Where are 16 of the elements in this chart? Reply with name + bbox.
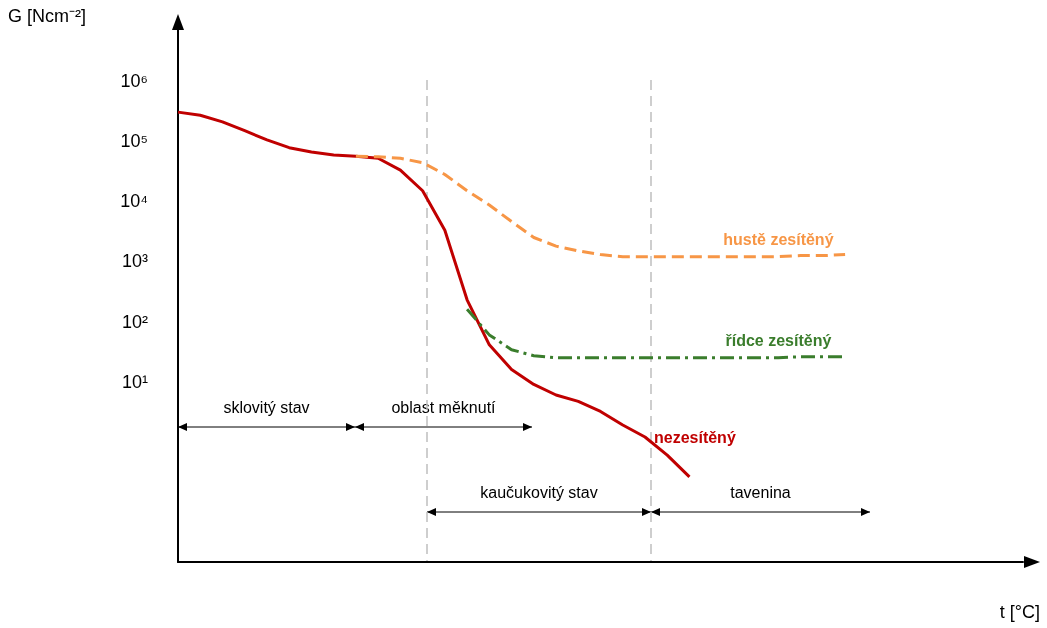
y-tick-label: 10⁶	[120, 71, 148, 92]
series-label: hustě zesítěný	[723, 231, 834, 249]
series-label: řídce zesítěný	[725, 332, 832, 350]
y-tick-label: 10⁵	[120, 131, 148, 152]
annotation: oblast měknutí	[391, 398, 497, 416]
series-label: nezesítěný	[653, 428, 736, 446]
annotation: sklovitý stav	[223, 398, 310, 416]
y-tick-label: 10²	[121, 311, 149, 332]
y-tick-label: 10¹	[121, 371, 149, 392]
y-tick-label: 10³	[121, 251, 149, 272]
x-axis-title: t [°C]	[999, 602, 1040, 622]
y-tick-label: 10⁴	[120, 191, 148, 212]
y-axis-title: G [Ncm⁻²]	[8, 6, 86, 26]
line-series	[354, 154, 847, 259]
annotation: tavenina	[730, 483, 791, 501]
annotation: kaučukovitý stav	[480, 483, 598, 501]
